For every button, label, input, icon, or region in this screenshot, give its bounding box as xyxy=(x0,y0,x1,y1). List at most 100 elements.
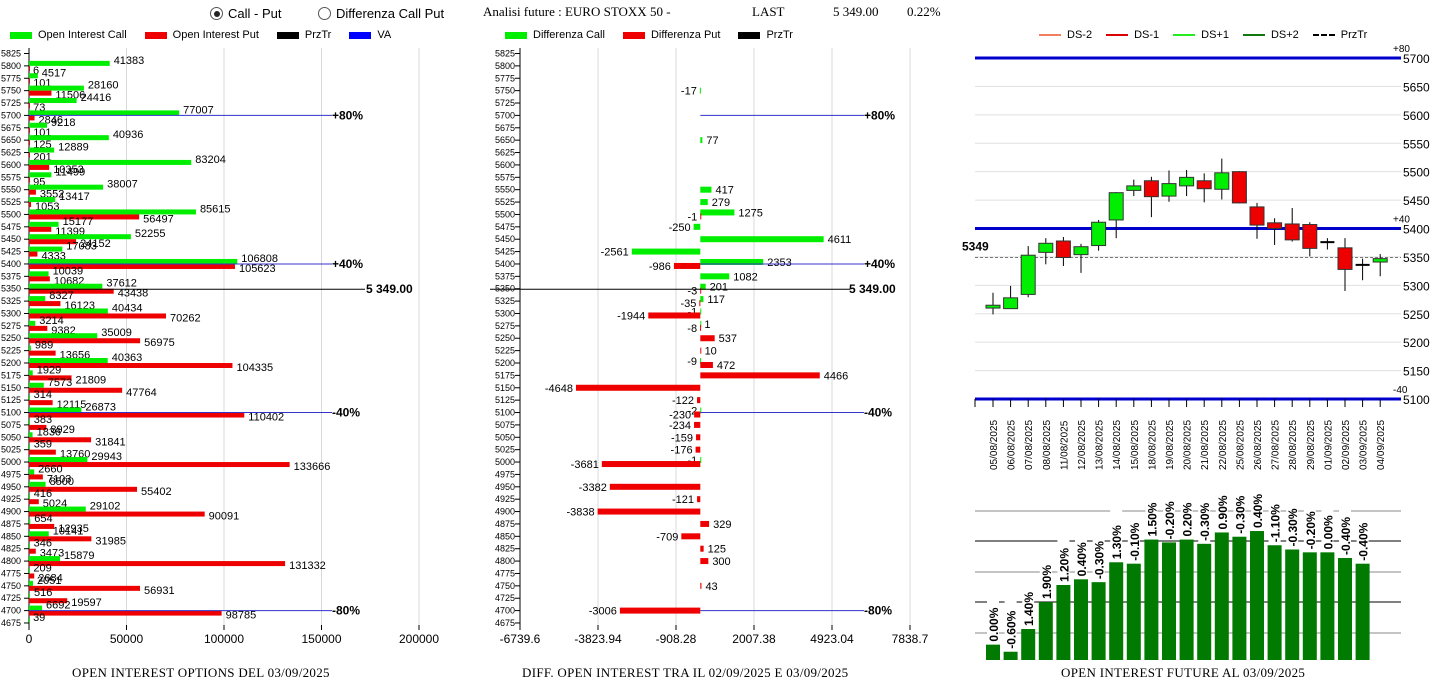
x-tick-label: 100000 xyxy=(204,632,244,646)
y-tick-label: 5450 xyxy=(1,234,21,244)
x-tick-label: 150000 xyxy=(301,632,341,646)
call-bar xyxy=(29,370,33,376)
y-tick-label: 4725 xyxy=(495,593,515,603)
oi-label-bg xyxy=(1057,533,1070,583)
diff-call-bar xyxy=(700,320,702,327)
call-value-label: 83204 xyxy=(195,154,226,166)
legend-item-ds+2: DS+2 xyxy=(1242,29,1299,41)
put-bar xyxy=(29,449,56,455)
last-label: LAST xyxy=(752,4,785,19)
y-tick-label: 5375 xyxy=(495,271,515,281)
diff-call-value-label: -17 xyxy=(681,86,697,98)
oi-future-bar xyxy=(1074,579,1088,660)
candle-down xyxy=(1284,223,1300,241)
put-bar xyxy=(29,78,30,84)
y-tick-label: 4700 xyxy=(495,606,515,616)
put-value-label: 110402 xyxy=(248,412,284,424)
x-tick-label: 27/08/2025 xyxy=(1271,420,1282,470)
x-tick-label: 50000 xyxy=(110,632,144,646)
put-bar xyxy=(29,276,50,282)
y-tick-label: 5800 xyxy=(1,61,21,71)
diff-put-bar xyxy=(681,533,701,540)
y-tick-label: 5475 xyxy=(495,222,515,232)
oi-future-pct-label: -0.20% xyxy=(1304,511,1318,549)
call-bar xyxy=(29,593,31,599)
call-value-label: 40434 xyxy=(112,302,143,314)
radio-differenza-call-put[interactable]: Differenza Call Put xyxy=(318,6,444,21)
call-value-label: 383 xyxy=(34,414,52,426)
candle-up xyxy=(1003,297,1019,310)
call-bar xyxy=(29,98,77,104)
call-value-label: 10039 xyxy=(53,265,84,277)
legend-diff: Differenza Call Differenza Put PrzTr xyxy=(505,29,793,41)
va-label: -80% xyxy=(864,604,892,618)
put-bar xyxy=(29,263,235,269)
diff-call-value-label: 117 xyxy=(707,294,725,306)
call-bar xyxy=(29,271,49,277)
diff-put-value-label: -3 xyxy=(687,286,697,298)
page-title: Analisi future : EURO STOXX 50 - xyxy=(483,4,671,19)
y-tick-label: 5200 xyxy=(495,358,515,368)
y-tick-label: 4675 xyxy=(1,618,21,628)
legend-item-diff-call: Differenza Call xyxy=(505,29,605,41)
level-label: -40 xyxy=(1393,385,1408,396)
put-value-label: 56931 xyxy=(144,585,175,597)
put-bar xyxy=(29,437,92,443)
y-tick-label: 4750 xyxy=(1,581,21,591)
oi-label-bg xyxy=(1180,487,1193,538)
candle-down xyxy=(1249,206,1265,226)
call-value-label: 516 xyxy=(34,587,52,599)
call-value-label: 15879 xyxy=(64,550,95,562)
oi-label-bg xyxy=(1039,550,1052,601)
x-tick-label: 20/08/2025 xyxy=(1183,420,1194,470)
y-tick-label: 5725 xyxy=(495,98,515,108)
y-tick-label: 5075 xyxy=(1,420,21,430)
put-value-label: 133666 xyxy=(294,461,331,473)
call-value-label: 40936 xyxy=(113,129,144,141)
call-bar xyxy=(29,60,110,66)
radio-call-put[interactable]: Call - Put xyxy=(210,6,281,21)
va-label: +40% xyxy=(332,257,363,271)
diff-put-bar xyxy=(699,300,701,307)
diff-call-bar xyxy=(693,223,701,230)
diff-call-bar xyxy=(700,296,704,303)
diff-put-bar xyxy=(694,411,701,418)
diff-put-bar xyxy=(697,397,701,404)
oi-future-pct-label: -0.60% xyxy=(1005,610,1019,648)
diff-put-value-label: 300 xyxy=(712,556,730,568)
put-value-label: 12935 xyxy=(58,523,89,535)
y-tick-label: 4975 xyxy=(1,469,21,479)
diff-put-value-label: -986 xyxy=(649,261,671,273)
call-bar xyxy=(29,556,60,562)
oi-future-pct-label: -0.30% xyxy=(1093,541,1107,579)
diff-put-bar xyxy=(597,508,701,515)
x-tick-label: 12/08/2025 xyxy=(1077,420,1088,470)
diff-put-bar xyxy=(697,496,701,503)
call-bar xyxy=(29,605,43,611)
call-value-label: 12889 xyxy=(58,142,89,154)
y-tick-label: 5475 xyxy=(1,222,21,232)
oi-label-bg xyxy=(1286,497,1299,548)
va-label: +80% xyxy=(332,108,363,122)
y-tick-label: 5825 xyxy=(1,49,21,59)
call-value-label: 52255 xyxy=(135,228,166,240)
call-value-label: 7573 xyxy=(48,377,72,389)
legend-item-ds+1: DS+1 xyxy=(1173,29,1229,41)
y-tick-label: 5800 xyxy=(495,61,515,71)
y-tick-label: 5300 xyxy=(1,308,21,318)
y-tick-label: 5450 xyxy=(495,234,515,244)
diff-put-value-label: -1 xyxy=(687,211,697,223)
diff-call-bar xyxy=(699,87,701,94)
y-tick-label: 4800 xyxy=(495,556,515,566)
candle-down xyxy=(1267,222,1283,229)
put-value-label: 98785 xyxy=(226,610,257,622)
diff-call-value-label: -2 xyxy=(687,406,697,418)
call-value-label: 359 xyxy=(34,439,52,451)
put-bar xyxy=(29,90,52,96)
radio-unselected-icon xyxy=(318,7,331,20)
call-value-label: 37612 xyxy=(106,278,137,290)
y-tick-label: 4725 xyxy=(1,593,21,603)
legend-oi: Open Interest Call Open Interest Put Prz… xyxy=(10,29,391,41)
y-tick-label: 5350 xyxy=(1403,251,1430,265)
call-bar xyxy=(29,395,30,401)
